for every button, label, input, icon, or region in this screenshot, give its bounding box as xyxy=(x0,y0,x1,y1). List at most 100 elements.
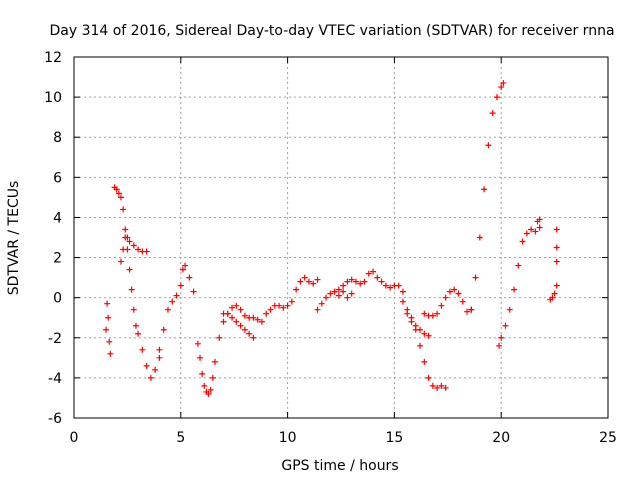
data-point xyxy=(365,270,372,277)
data-point xyxy=(250,314,257,321)
data-point xyxy=(481,186,488,193)
data-point xyxy=(335,286,342,293)
data-point xyxy=(361,278,368,285)
data-point xyxy=(229,314,236,321)
x-tick-label: 20 xyxy=(492,430,510,446)
data-point xyxy=(156,354,163,361)
data-point xyxy=(194,340,201,347)
data-point xyxy=(348,276,355,283)
data-point xyxy=(455,290,462,297)
data-point xyxy=(352,278,359,285)
data-point xyxy=(476,234,483,241)
data-point xyxy=(327,290,334,297)
data-point xyxy=(147,374,154,381)
data-point xyxy=(199,370,206,377)
series-seg1 xyxy=(103,300,114,357)
data-point xyxy=(104,300,111,307)
data-point xyxy=(498,334,505,341)
data-point xyxy=(340,282,347,289)
data-point xyxy=(305,278,312,285)
data-point xyxy=(182,262,189,269)
data-point xyxy=(143,248,150,255)
data-point xyxy=(425,374,432,381)
data-point xyxy=(442,384,449,391)
x-tick-label: 0 xyxy=(70,430,79,446)
data-point xyxy=(446,288,453,295)
data-point xyxy=(498,84,505,91)
data-point xyxy=(126,266,133,273)
data-point xyxy=(209,374,216,381)
y-tick-label: 6 xyxy=(53,170,62,186)
data-point xyxy=(429,382,436,389)
data-point xyxy=(169,298,176,305)
data-point xyxy=(500,80,507,87)
y-tick-label: 2 xyxy=(53,251,62,267)
data-points xyxy=(103,80,560,397)
data-point xyxy=(434,384,441,391)
series-seg6 xyxy=(220,310,257,341)
axis-ticks xyxy=(73,56,609,419)
data-point xyxy=(229,304,236,311)
data-point xyxy=(284,302,291,309)
data-point xyxy=(126,238,133,245)
data-point xyxy=(103,326,110,333)
y-tick-label: -6 xyxy=(48,411,62,427)
data-point xyxy=(130,306,137,313)
data-point xyxy=(553,226,560,233)
data-point xyxy=(113,186,120,193)
series-seg4 xyxy=(156,262,197,353)
data-point xyxy=(310,280,317,287)
data-point xyxy=(553,282,560,289)
data-point xyxy=(130,242,137,249)
data-point xyxy=(382,282,389,289)
data-point xyxy=(135,246,142,253)
data-point xyxy=(523,230,530,237)
series-seg2 xyxy=(111,184,163,381)
data-point xyxy=(173,292,180,299)
data-point xyxy=(201,382,208,389)
data-point xyxy=(378,278,385,285)
data-point xyxy=(186,274,193,281)
data-point xyxy=(301,274,308,281)
y-tick-label: 12 xyxy=(44,50,62,66)
data-point xyxy=(237,306,244,313)
series-seg10 xyxy=(421,286,475,319)
data-point xyxy=(241,312,248,319)
y-axis-label: SDTVAR / TECUs xyxy=(6,181,22,296)
data-point xyxy=(459,298,466,305)
data-point xyxy=(536,224,543,231)
data-point xyxy=(323,294,330,301)
x-tick-label: 15 xyxy=(385,430,403,446)
data-point xyxy=(506,306,513,313)
data-point xyxy=(421,330,428,337)
data-point xyxy=(532,228,539,235)
data-point xyxy=(425,332,432,339)
data-point xyxy=(241,326,248,333)
series-seg11 xyxy=(404,310,432,339)
y-tick-label: 4 xyxy=(53,210,62,226)
data-point xyxy=(297,278,304,285)
data-point xyxy=(216,334,223,341)
data-point xyxy=(128,286,135,293)
series-seg7 xyxy=(314,268,406,313)
data-point xyxy=(553,258,560,265)
data-point xyxy=(139,346,146,353)
y-tick-label: 10 xyxy=(44,90,62,106)
data-point xyxy=(314,276,321,283)
data-point xyxy=(190,288,197,295)
data-point xyxy=(124,234,131,241)
data-point xyxy=(132,322,139,329)
data-point xyxy=(511,286,518,293)
data-point xyxy=(485,142,492,149)
data-point xyxy=(549,294,556,301)
data-point xyxy=(408,318,415,325)
data-point xyxy=(468,306,475,313)
data-point xyxy=(233,318,240,325)
data-point xyxy=(177,282,184,289)
data-point xyxy=(472,274,479,281)
x-tick-label: 10 xyxy=(279,430,297,446)
series-seg15 xyxy=(547,226,560,303)
data-point xyxy=(344,278,351,285)
data-point xyxy=(288,298,295,305)
